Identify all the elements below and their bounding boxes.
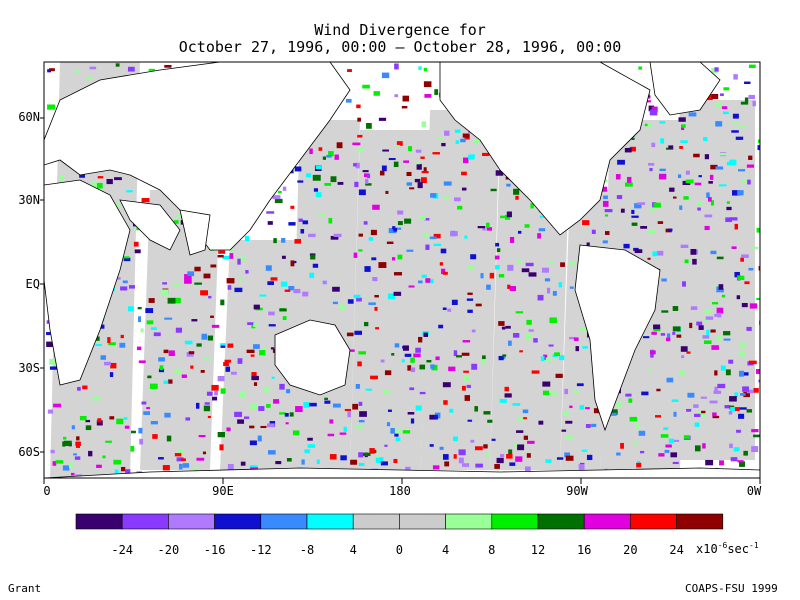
color-legend-tick: 0 xyxy=(395,543,404,557)
color-legend-box xyxy=(399,513,446,530)
lat-label-60s: 60S xyxy=(18,445,40,459)
lon-label-0: 0 xyxy=(43,484,51,498)
color-legend-box xyxy=(630,513,677,530)
lon-label-90w: 90W xyxy=(566,484,588,498)
color-legend-tick: -8 xyxy=(299,543,315,557)
color-legend-box xyxy=(214,513,262,530)
map-title: Wind Divergence for xyxy=(314,21,486,39)
color-legend-tick: -16 xyxy=(203,543,226,557)
lat-label-eq: EQ xyxy=(25,277,40,291)
color-legend-units: x10-6sec-1 xyxy=(696,541,759,556)
color-legend-box xyxy=(75,513,123,530)
color-legend-box xyxy=(306,513,354,530)
author-credit: Grant xyxy=(8,582,42,595)
color-legend-box xyxy=(168,513,215,530)
lat-label-30s: 30S xyxy=(18,361,40,375)
color-legend-tick: 4 xyxy=(441,543,450,557)
color-legend-box xyxy=(352,513,400,530)
color-legend-box xyxy=(445,513,493,530)
color-legend-tick: 16 xyxy=(576,543,592,557)
color-legend-box xyxy=(491,513,539,530)
color-legend-tick: 20 xyxy=(623,543,638,557)
lat-label-30n: 30N xyxy=(18,193,40,207)
color-legend-tick: 8 xyxy=(488,543,496,557)
wind-divergence-field xyxy=(44,62,760,478)
color-legend-box xyxy=(676,513,724,530)
lon-label-90e: 90E xyxy=(212,484,234,498)
color-legend xyxy=(75,513,724,530)
color-legend-tick: 12 xyxy=(530,543,546,557)
color-legend-tick: -12 xyxy=(249,543,272,557)
color-legend-box xyxy=(537,513,585,530)
color-legend-box xyxy=(121,513,169,530)
color-legend-tick: -20 xyxy=(157,543,180,557)
color-legend-box xyxy=(260,513,308,530)
organization-credit: COAPS-FSU 1999 xyxy=(685,582,778,595)
lat-label-60n: 60N xyxy=(18,110,40,124)
color-legend-tick: 4 xyxy=(349,543,357,557)
axis-ticks xyxy=(40,117,761,484)
color-legend-box xyxy=(583,513,631,530)
lon-label-0w: 0W xyxy=(746,484,762,498)
map-date-range: October 27, 1996, 00:00 – October 28, 19… xyxy=(178,38,622,56)
continent-outlines xyxy=(44,62,760,478)
color-legend-tick: 24 xyxy=(669,543,684,557)
lon-label-180: 180 xyxy=(389,484,411,498)
color-legend-tick: -24 xyxy=(111,543,134,557)
